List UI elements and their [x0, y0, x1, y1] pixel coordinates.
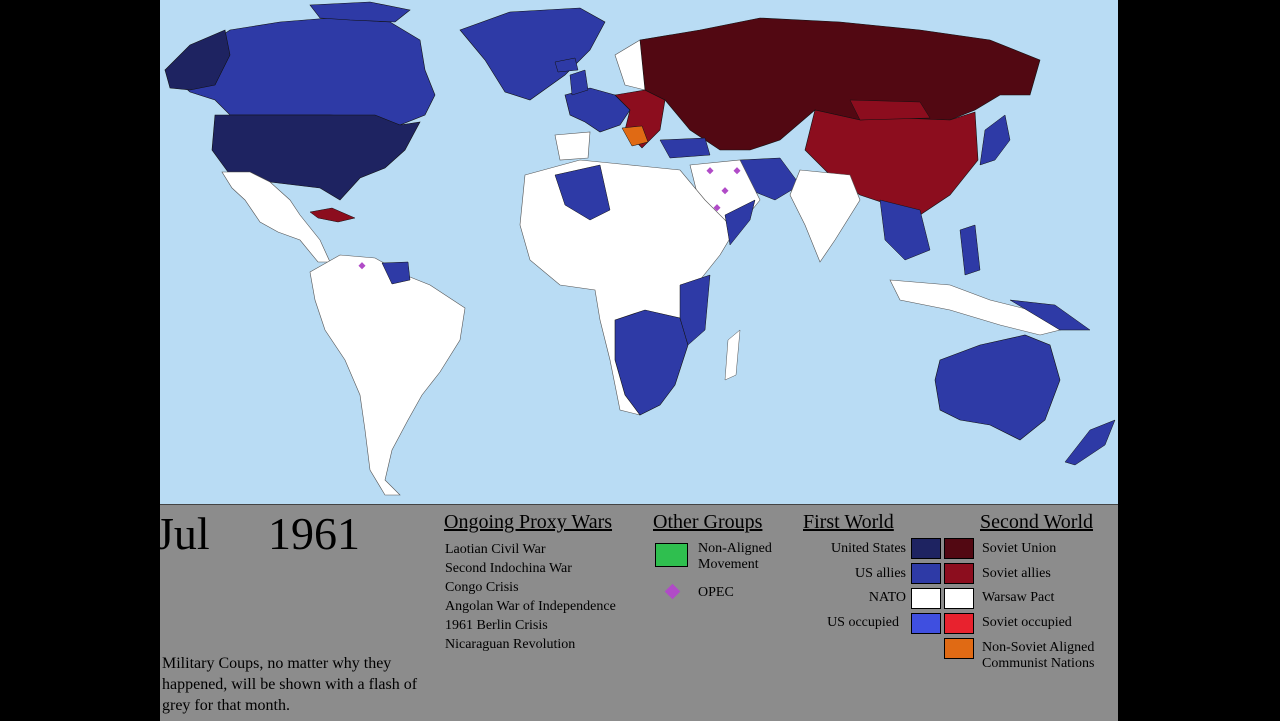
soviet-occupied-label: Soviet occupied: [982, 615, 1072, 630]
alaska: [164, 29, 231, 91]
iberia: [554, 131, 591, 161]
united-states-label: United States: [830, 541, 906, 556]
proxy-war-item: Angolan War of Independence: [445, 599, 616, 614]
cuba: [309, 207, 356, 223]
new-zealand: [1064, 419, 1116, 466]
mongolia: [849, 99, 931, 121]
nato-swatch: [911, 588, 941, 609]
proxy-war-item: 1961 Berlin Crisis: [445, 618, 548, 633]
non-aligned-label: Non-Aligned Movement: [698, 541, 772, 572]
legend-panel: Jul 1961 Military Coups, no matter why t…: [156, 504, 1118, 721]
turkey: [659, 137, 711, 159]
arctic-islands: [309, 1, 411, 23]
warsaw-pact-swatch: [944, 588, 974, 609]
proxy-wars-title: Ongoing Proxy Wars: [444, 511, 613, 533]
proxy-war-item: Second Indochina War: [445, 561, 572, 576]
iceland: [554, 57, 579, 73]
proxy-war-item: Nicaraguan Revolution: [445, 637, 576, 652]
other-groups-title: Other Groups: [653, 511, 763, 533]
second-world-title: Second World: [980, 511, 1094, 533]
opec-label: OPEC: [698, 585, 734, 600]
uk: [569, 69, 589, 96]
somalia: [724, 199, 756, 246]
southeast-asia: [879, 199, 931, 261]
military-coups-note: Military Coups, no matter why they happe…: [162, 655, 418, 714]
non-soviet-communist-swatch: [944, 638, 974, 659]
current-year: 1961: [268, 508, 360, 559]
non-soviet-communist-label: Non-Soviet Aligned Communist Nations: [982, 640, 1095, 671]
current-month: Jul: [156, 508, 210, 559]
soviet-union-swatch: [944, 538, 974, 559]
proxy-wars-list: Laotian Civil War Second Indochina War C…: [445, 540, 616, 654]
madagascar: [724, 329, 741, 381]
us-occupied-label: US occupied: [827, 615, 899, 630]
soviet-allies-label: Soviet allies: [982, 566, 1051, 581]
proxy-war-item: Laotian Civil War: [445, 542, 546, 557]
map-video-frame: Jul 1961 Military Coups, no matter why t…: [156, 0, 1118, 721]
australia: [934, 334, 1061, 441]
us-allies-label: US allies: [855, 566, 906, 581]
indonesia: [889, 279, 1061, 336]
japan: [979, 114, 1011, 166]
proxy-war-item: Congo Crisis: [445, 580, 519, 595]
soviet-occupied-swatch: [944, 613, 974, 634]
first-world-title: First World: [803, 511, 894, 533]
southern-africa: [614, 309, 689, 416]
opec-markers: [358, 167, 741, 270]
world-map: [160, 0, 1118, 504]
nato-label: NATO: [868, 590, 906, 605]
western-europe: [564, 87, 631, 133]
yugoslavia: [621, 125, 649, 147]
united-states-swatch: [911, 538, 941, 559]
warsaw-pact-label: Warsaw Pact: [982, 590, 1055, 605]
greenland: [459, 7, 606, 101]
soviet-allies-swatch: [944, 563, 974, 584]
guyana: [381, 261, 411, 285]
world-map-svg: [164, 1, 1116, 496]
opec-diamond-icon: [664, 583, 681, 600]
new-guinea: [1009, 299, 1091, 331]
algeria: [554, 164, 611, 221]
east-africa: [679, 274, 711, 346]
canada: [164, 17, 436, 126]
us-allies-swatch: [911, 563, 941, 584]
us-occupied-swatch: [911, 613, 941, 634]
india: [789, 169, 861, 263]
south-america: [309, 254, 466, 496]
non-aligned-swatch: [655, 543, 688, 567]
soviet-union-label: Soviet Union: [982, 541, 1057, 556]
mexico: [221, 171, 331, 263]
philippines: [959, 224, 981, 276]
